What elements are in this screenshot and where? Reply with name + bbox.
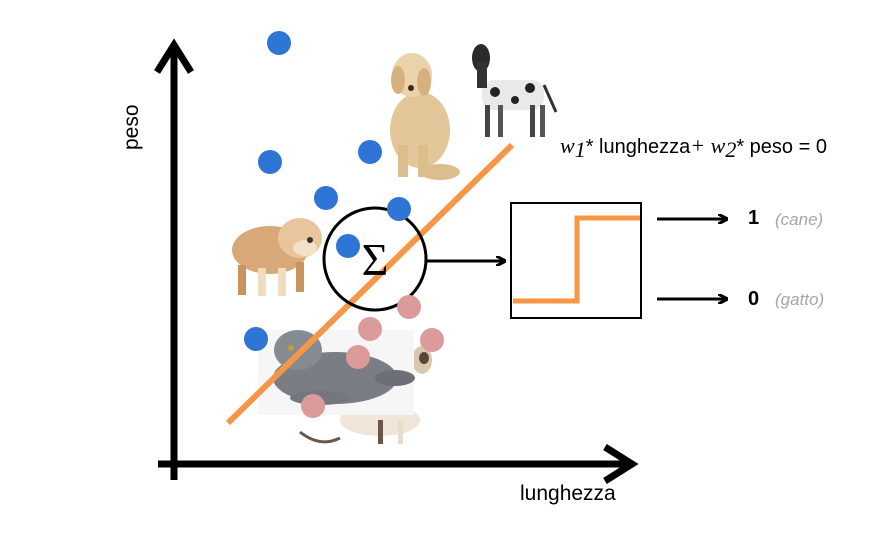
- output-value-1: 1: [748, 207, 760, 229]
- bulldog-photo: [232, 218, 322, 296]
- dog-points: [244, 31, 411, 351]
- y-axis-label: peso: [120, 104, 143, 150]
- sigma-symbol: Σ: [362, 234, 389, 285]
- x-axis-label: lunghezza: [520, 482, 616, 505]
- cat-point: [420, 328, 444, 352]
- axes: [154, 38, 639, 484]
- weight-2-symbol: w: [710, 133, 726, 158]
- equation-term-2: * peso = 0: [736, 136, 827, 158]
- cat-point: [301, 394, 325, 418]
- boundary-equation: w1* lunghezza+ w2* peso = 0: [560, 133, 827, 163]
- dog-point: [358, 140, 382, 164]
- equation-term-1: * lunghezza: [585, 136, 691, 158]
- decision-boundary: [225, 142, 515, 426]
- dog-point: [258, 150, 282, 174]
- cat-point: [397, 295, 421, 319]
- cat-points: [301, 295, 444, 418]
- weight-1-symbol: w: [560, 133, 575, 158]
- dog-point: [336, 234, 360, 258]
- output-note-0: (gatto): [775, 290, 825, 309]
- cat-point: [358, 317, 382, 341]
- neuron: Σ: [322, 206, 428, 312]
- step-function-curve: [513, 215, 640, 304]
- weight-2-subscript: 2: [725, 137, 737, 162]
- equation-plus: +: [690, 133, 706, 158]
- great-dane-photo: [472, 44, 558, 137]
- dog-point: [267, 31, 291, 55]
- step-function: [510, 202, 642, 319]
- y-axis-arrowhead: [154, 38, 194, 74]
- dog-point: [387, 197, 411, 221]
- labrador-photo: [390, 53, 460, 180]
- dog-point: [314, 186, 338, 210]
- output-note-1: (cane): [775, 210, 824, 229]
- x-axis-arrowhead: [603, 444, 639, 484]
- dog-point: [244, 327, 268, 351]
- output-value-0: 0: [748, 288, 760, 310]
- neuron-circle: [322, 206, 428, 312]
- cat-point: [346, 345, 370, 369]
- weight-1-subscript: 1: [574, 137, 586, 162]
